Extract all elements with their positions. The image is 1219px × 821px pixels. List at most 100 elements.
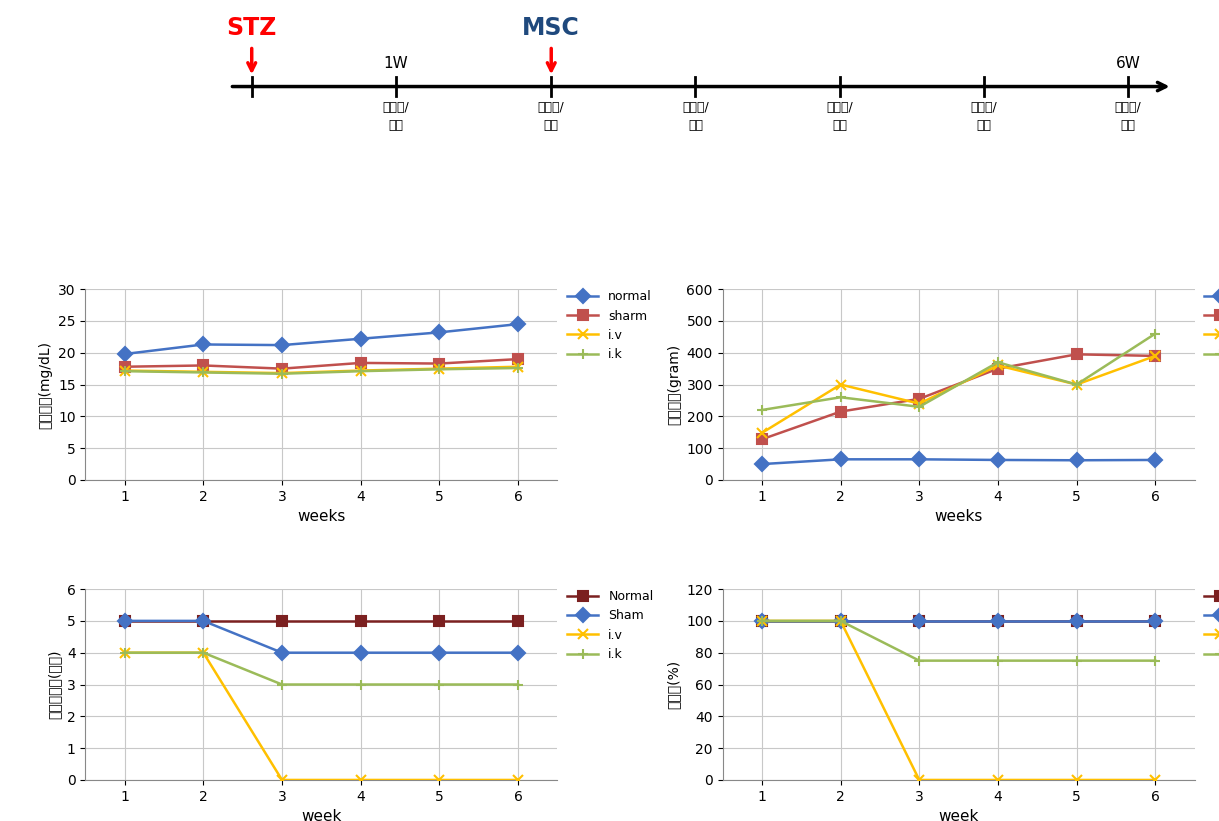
i.v xyxy=(1069,775,1084,785)
i.v xyxy=(432,364,446,374)
Normal xyxy=(755,616,769,626)
Line: Sham: Sham xyxy=(119,616,523,658)
Line: Normal: Normal xyxy=(757,616,1160,626)
Text: 혁당: 혁당 xyxy=(389,119,403,132)
i.v xyxy=(511,775,525,785)
i.v xyxy=(117,648,132,658)
i.v xyxy=(991,775,1006,785)
Legend: Normal, Sham, i.v, i.k: Normal, Sham, i.v, i.k xyxy=(1199,585,1219,666)
Y-axis label: 군복무게(gram): 군복무게(gram) xyxy=(667,344,681,425)
Sham xyxy=(834,616,848,626)
normal xyxy=(834,454,848,464)
normal xyxy=(274,340,289,350)
i.v xyxy=(196,367,211,377)
normal xyxy=(432,328,446,337)
normal xyxy=(912,454,926,464)
i.k xyxy=(755,616,769,626)
normal xyxy=(511,319,525,329)
Line: i.v: i.v xyxy=(119,648,523,785)
normal xyxy=(991,455,1006,465)
i.k xyxy=(1148,656,1163,666)
normal xyxy=(196,340,211,350)
Text: 혁당: 혁당 xyxy=(1120,119,1136,132)
Line: i.v: i.v xyxy=(757,351,1160,438)
Text: 등무게/: 등무게/ xyxy=(970,100,997,113)
sharm xyxy=(432,359,446,369)
Text: 혁당: 혁당 xyxy=(544,119,558,132)
i.v xyxy=(432,775,446,785)
Sham xyxy=(755,616,769,626)
Normal xyxy=(991,616,1006,626)
i.v xyxy=(274,368,289,378)
Text: 등무게/: 등무게/ xyxy=(826,100,853,113)
sharm xyxy=(912,394,926,404)
sharm xyxy=(755,434,769,444)
normal xyxy=(755,459,769,469)
normal xyxy=(1069,456,1084,466)
Sham xyxy=(196,616,211,626)
Text: 등무게/: 등무게/ xyxy=(538,100,564,113)
sharm xyxy=(1148,351,1163,361)
Text: 등무게/: 등무게/ xyxy=(1114,100,1141,113)
Sham xyxy=(991,616,1006,626)
X-axis label: weeks: weeks xyxy=(935,509,983,525)
Legend: Normal, Sham, i.v, i.k: Normal, Sham, i.v, i.k xyxy=(562,585,658,666)
Normal xyxy=(912,616,926,626)
i.k xyxy=(834,392,848,402)
Y-axis label: 생존율(%): 생존율(%) xyxy=(667,660,681,709)
Sham xyxy=(1069,616,1084,626)
Legend: normal, sharm, i.v, i.k: normal, sharm, i.v, i.k xyxy=(1199,285,1219,366)
Text: 등무게/: 등무게/ xyxy=(683,100,708,113)
i.k xyxy=(117,366,132,376)
Text: 혁당: 혁당 xyxy=(833,119,847,132)
sharm xyxy=(991,364,1006,374)
i.k xyxy=(1148,328,1163,338)
Sham xyxy=(432,648,446,658)
i.v xyxy=(991,360,1006,370)
Sham xyxy=(511,648,525,658)
i.k xyxy=(432,365,446,374)
i.k xyxy=(834,616,848,626)
Normal xyxy=(196,616,211,626)
X-axis label: week: week xyxy=(939,810,979,821)
Line: sharm: sharm xyxy=(757,350,1160,444)
Line: i.k: i.k xyxy=(757,616,1160,666)
i.k xyxy=(274,680,289,690)
sharm xyxy=(1069,350,1084,360)
Sham xyxy=(117,616,132,626)
Y-axis label: 교류혁당(mg/dL): 교류혁당(mg/dL) xyxy=(39,341,52,429)
i.k xyxy=(196,648,211,658)
Sham xyxy=(912,616,926,626)
sharm xyxy=(196,360,211,370)
i.v xyxy=(511,362,525,372)
i.k xyxy=(755,405,769,415)
i.v xyxy=(755,616,769,626)
i.v xyxy=(354,365,368,375)
i.v xyxy=(1148,351,1163,361)
i.k xyxy=(991,357,1006,367)
sharm xyxy=(834,406,848,416)
Normal xyxy=(354,616,368,626)
Line: i.k: i.k xyxy=(119,363,523,378)
Normal xyxy=(1069,616,1084,626)
sharm xyxy=(274,364,289,374)
i.k xyxy=(196,368,211,378)
i.v xyxy=(834,379,848,389)
i.v xyxy=(755,428,769,438)
Text: 등무게/: 등무게/ xyxy=(383,100,410,113)
Line: i.v: i.v xyxy=(757,616,1160,785)
i.v xyxy=(274,775,289,785)
i.v xyxy=(117,365,132,375)
Text: 혁당: 혁당 xyxy=(688,119,703,132)
sharm xyxy=(117,362,132,372)
Sham xyxy=(354,648,368,658)
i.v xyxy=(912,399,926,409)
i.k xyxy=(354,680,368,690)
X-axis label: weeks: weeks xyxy=(297,509,345,525)
Text: STZ: STZ xyxy=(227,16,277,39)
Line: normal: normal xyxy=(757,455,1160,469)
normal xyxy=(117,349,132,359)
Line: Normal: Normal xyxy=(119,616,523,626)
i.k xyxy=(1069,656,1084,666)
normal xyxy=(354,334,368,344)
